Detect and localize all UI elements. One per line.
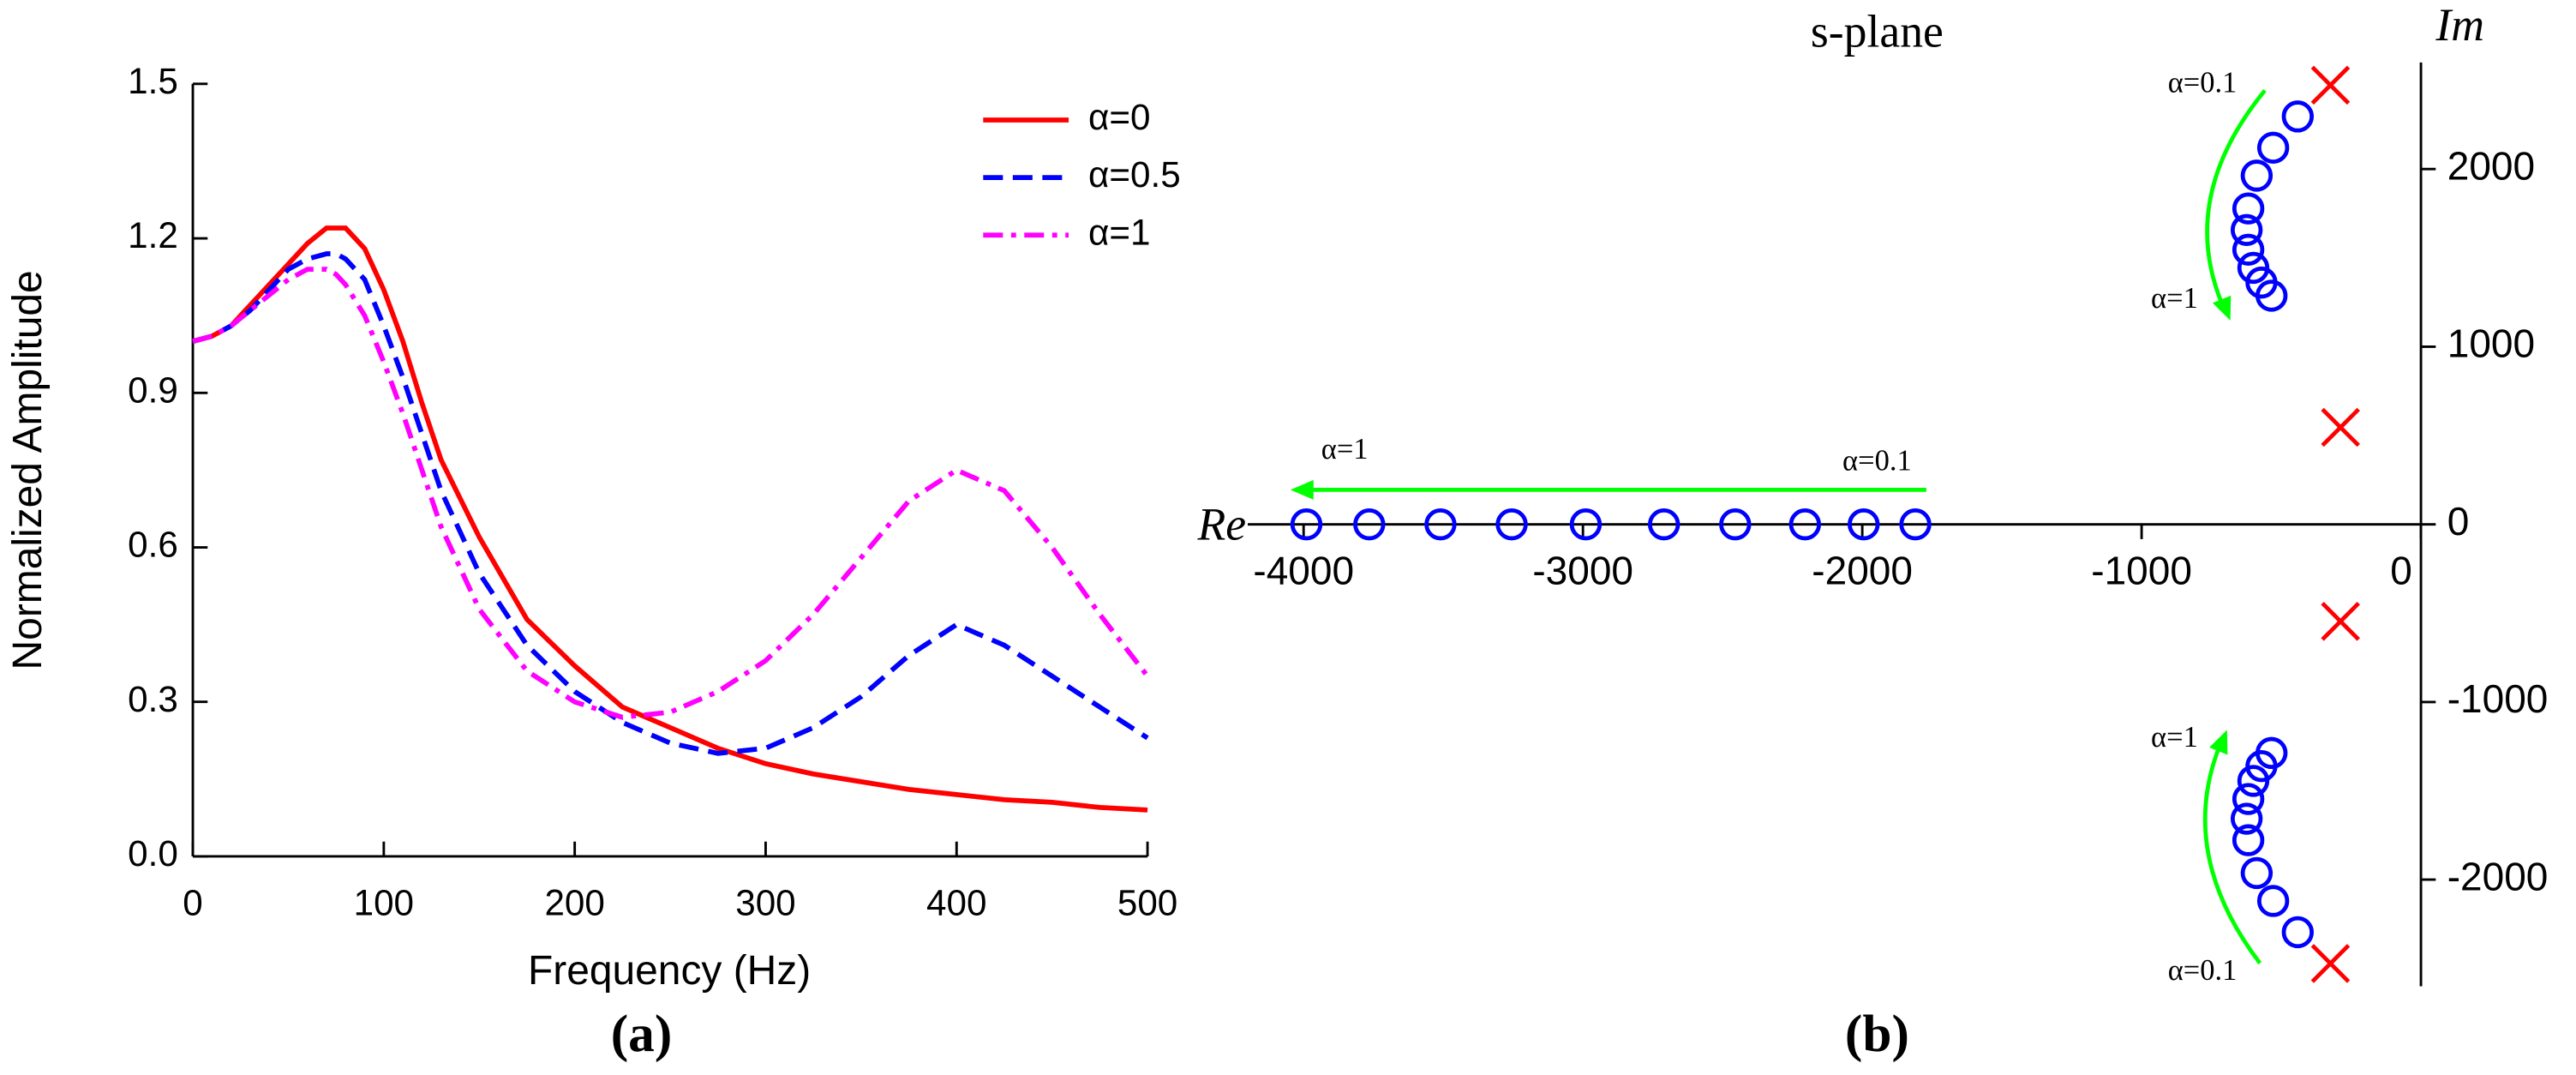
zero-marker	[1495, 507, 1528, 541]
annotation: α=0.1	[2168, 954, 2238, 987]
annotation: α=0.1	[1842, 445, 1912, 477]
x-axis-label: Re	[1196, 499, 1246, 550]
annotation: α=1	[2151, 282, 2198, 315]
zero-marker	[2230, 802, 2263, 835]
line-series	[192, 267, 1150, 720]
legend-label: α=1	[1088, 212, 1150, 252]
x-tick-label: 0	[183, 883, 202, 923]
zero-marker	[2256, 885, 2290, 917]
x-tick-label: 100	[354, 883, 414, 923]
legend-label: α=0	[1088, 97, 1150, 137]
y-tick-label: -2000	[2447, 854, 2549, 898]
arrow	[2205, 88, 2267, 305]
line-series	[192, 225, 1148, 813]
pole-marker	[2321, 407, 2360, 447]
zero-marker	[2232, 783, 2265, 815]
zero-marker	[1719, 507, 1752, 541]
y-tick-label: 0	[2447, 499, 2470, 544]
zero-marker	[2232, 824, 2265, 856]
x-tick-label: -2000	[1812, 548, 1913, 592]
x-tick-label: 200	[544, 883, 604, 923]
annotation: α=1	[2151, 721, 2198, 754]
annotation: α=0.1	[2168, 67, 2238, 99]
x-tick-label: 0	[2390, 548, 2412, 592]
zero-marker	[2230, 213, 2263, 246]
panel-label: (b)	[1845, 1005, 1909, 1063]
pole-marker	[2321, 602, 2360, 641]
zero-marker	[2255, 279, 2288, 312]
arrow-head	[1290, 479, 1314, 500]
zero-marker	[1788, 507, 1822, 541]
zero-marker	[2256, 131, 2290, 165]
chart-title: s-plane	[1811, 5, 1944, 57]
y-tick-label: -1000	[2447, 676, 2549, 721]
x-tick-label: 300	[735, 883, 795, 923]
zero-marker	[1424, 507, 1457, 541]
panel-label: (a)	[611, 1005, 673, 1063]
pole-marker	[2310, 944, 2351, 983]
arrow	[2202, 747, 2262, 965]
annotation: α=1	[1321, 433, 1369, 465]
y-tick-label: 1.2	[128, 215, 178, 255]
zero-marker	[2240, 159, 2273, 192]
y-tick-label: 2000	[2447, 143, 2535, 188]
arrow-head	[2212, 295, 2232, 321]
x-axis-label: Frequency (Hz)	[528, 948, 811, 994]
zero-marker	[2255, 736, 2288, 770]
y-tick-label: 0.6	[128, 525, 178, 565]
zero-marker	[1290, 507, 1323, 541]
y-axis-label: Normalized Amplitude	[5, 270, 51, 670]
zero-marker	[2232, 233, 2265, 266]
zero-marker	[1569, 507, 1603, 541]
pole-marker	[2310, 65, 2351, 105]
line-series	[192, 251, 1149, 756]
x-tick-label: -1000	[2091, 548, 2192, 592]
y-tick-label: 1000	[2447, 321, 2535, 366]
y-tick-label: 0.9	[128, 369, 178, 410]
zero-marker	[1848, 507, 1880, 541]
zero-marker	[2281, 916, 2315, 949]
y-tick-label: 0.0	[128, 833, 178, 874]
x-tick-label: 500	[1117, 883, 1177, 923]
zero-marker	[2281, 100, 2315, 133]
zero-marker	[2240, 856, 2273, 890]
x-tick-label: 400	[926, 883, 986, 923]
legend-label: α=0.5	[1088, 154, 1181, 195]
zero-marker	[1899, 507, 1932, 541]
y-axis-label: Im	[2435, 0, 2484, 51]
zero-marker	[1648, 507, 1680, 541]
zero-marker	[2232, 192, 2265, 225]
y-tick-label: 1.5	[128, 61, 178, 101]
zero-marker	[1353, 507, 1386, 541]
y-tick-label: 0.3	[128, 679, 178, 719]
x-tick-label: -3000	[1532, 548, 1633, 592]
arrow-head	[2209, 730, 2228, 755]
x-tick-label: -4000	[1253, 548, 1354, 592]
